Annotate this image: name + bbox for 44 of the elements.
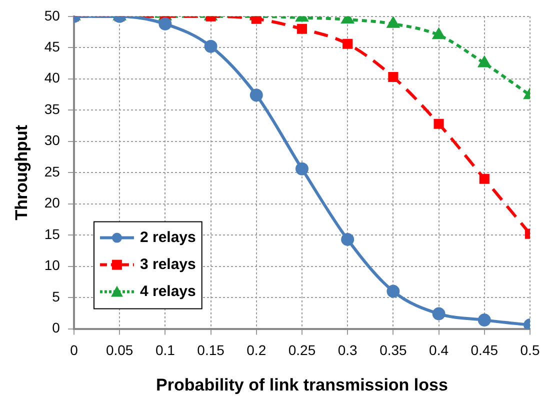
- point: [386, 284, 400, 298]
- x-tick-label: 0.15: [197, 342, 225, 358]
- point: [478, 314, 491, 327]
- point: [295, 162, 308, 176]
- y-tick-label: 0: [52, 320, 60, 336]
- legend-label: 2 relays: [140, 228, 196, 246]
- point: [251, 16, 262, 24]
- y-tick-label: 20: [44, 194, 60, 211]
- point: [158, 17, 172, 30]
- point: [432, 28, 445, 40]
- y-tick-label: 25: [44, 163, 60, 180]
- x-tick-label: 0: [70, 342, 78, 358]
- legend-label: 4 relays: [140, 282, 196, 300]
- x-tick-label: 0.5: [520, 342, 540, 358]
- x-tick-label: 0.4: [429, 342, 449, 358]
- point: [250, 88, 263, 102]
- y-tick-label: 45: [44, 38, 60, 54]
- x-tick-label: 0.45: [470, 342, 498, 358]
- legend-label: 3 relays: [140, 256, 196, 273]
- point: [478, 56, 490, 68]
- x-tick-label: 0.1: [155, 342, 176, 358]
- point: [432, 307, 446, 320]
- y-tick-label: 50: [44, 7, 60, 24]
- point: [434, 118, 444, 129]
- point: [341, 232, 354, 246]
- y-axis-title: Throughput: [12, 124, 31, 220]
- point: [388, 72, 398, 82]
- point: [387, 17, 400, 28]
- y-tick-label: 35: [44, 100, 60, 117]
- x-axis-title: Probability of link transmission loss: [156, 375, 448, 394]
- y-tick-label: 30: [44, 132, 60, 148]
- point: [204, 40, 218, 53]
- x-tick-label: 0.3: [338, 342, 358, 358]
- x-tick-label: 0.2: [246, 342, 266, 358]
- y-tick-label: 5: [52, 288, 60, 304]
- x-tick-label: 0.25: [288, 342, 316, 358]
- y-tick-label: 40: [44, 70, 60, 86]
- point: [342, 38, 353, 49]
- y-tick-label: 10: [44, 257, 60, 274]
- y-tick-label: 15: [44, 226, 60, 242]
- point: [296, 24, 308, 34]
- x-tick-label: 0.05: [106, 342, 134, 358]
- x-tick-label: 0.35: [380, 342, 408, 358]
- point: [479, 174, 490, 184]
